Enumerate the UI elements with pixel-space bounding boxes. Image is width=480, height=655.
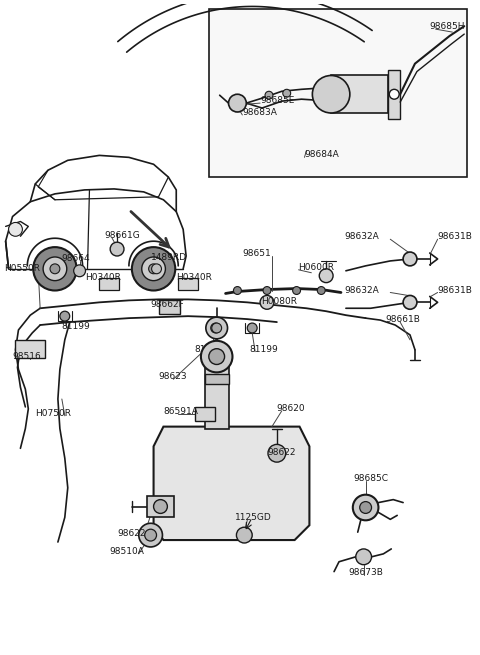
Circle shape [319,269,333,282]
Text: 86591A: 86591A [163,407,198,416]
Text: 1489RD: 1489RD [151,253,187,262]
Circle shape [356,549,372,565]
Text: 98622: 98622 [267,448,296,457]
Text: 98631B: 98631B [438,233,472,241]
Circle shape [403,295,417,309]
Text: H0600R: H0600R [299,263,335,272]
Bar [205,375,228,384]
Circle shape [144,529,156,541]
Text: 98631B: 98631B [438,286,472,295]
Circle shape [263,287,271,295]
Bar [178,278,198,290]
Text: 81199: 81199 [194,345,223,354]
Circle shape [228,94,246,112]
Text: 98684A: 98684A [304,151,339,159]
Text: H0080R: H0080R [261,297,297,307]
Text: 98651: 98651 [242,249,271,258]
Circle shape [247,323,257,333]
Circle shape [293,287,300,295]
Circle shape [74,265,85,276]
Bar [195,407,215,421]
Circle shape [132,247,175,291]
Circle shape [312,75,350,113]
Text: H0340R: H0340R [85,272,121,282]
Text: 98661B: 98661B [385,315,420,324]
Circle shape [43,257,67,280]
Text: 98685H: 98685H [430,22,465,31]
Circle shape [209,348,225,364]
Circle shape [237,527,252,543]
Text: 98683A: 98683A [242,108,277,117]
Text: 98620: 98620 [277,404,305,413]
Text: 98632A: 98632A [344,233,379,241]
Circle shape [265,91,273,99]
Circle shape [154,500,168,514]
Circle shape [403,252,417,266]
Text: H0340R: H0340R [176,272,212,282]
Circle shape [139,523,162,547]
Text: 98623: 98623 [158,373,187,381]
Circle shape [233,287,241,295]
Circle shape [110,242,124,256]
Circle shape [353,495,378,520]
Circle shape [283,89,291,97]
Circle shape [149,264,158,274]
Polygon shape [154,426,310,540]
Text: 98673B: 98673B [349,568,384,576]
Bar [99,278,119,290]
Bar [158,301,180,314]
Circle shape [211,323,221,333]
Circle shape [152,264,161,274]
Text: 98632A: 98632A [344,286,379,295]
Bar [331,75,388,113]
Text: 98516: 98516 [12,352,41,361]
Circle shape [50,264,60,274]
Text: 81199: 81199 [62,322,91,331]
Text: 98510A: 98510A [109,547,144,556]
Text: 98622: 98622 [117,529,145,538]
Text: 1125GD: 1125GD [235,514,272,523]
Text: H0750R: H0750R [35,409,71,418]
Text: 98685C: 98685C [354,474,389,483]
Circle shape [360,502,372,514]
Circle shape [60,311,70,321]
Bar [15,340,45,358]
Text: 98661G: 98661G [104,231,140,240]
Circle shape [389,89,399,99]
Circle shape [33,247,77,291]
Text: H0550R: H0550R [4,264,40,273]
Text: 98685E: 98685E [260,96,294,105]
Bar [388,69,400,119]
Bar [205,360,228,428]
Circle shape [260,295,274,309]
Text: 81199: 81199 [249,345,278,354]
Circle shape [142,257,166,280]
Bar [147,496,174,517]
Circle shape [212,323,222,333]
Bar [209,9,467,177]
Circle shape [201,341,232,373]
Circle shape [9,223,23,236]
Circle shape [206,317,228,339]
Text: 98664: 98664 [62,254,90,263]
Circle shape [317,287,325,295]
Circle shape [268,444,286,462]
Text: 98662F: 98662F [151,301,184,309]
